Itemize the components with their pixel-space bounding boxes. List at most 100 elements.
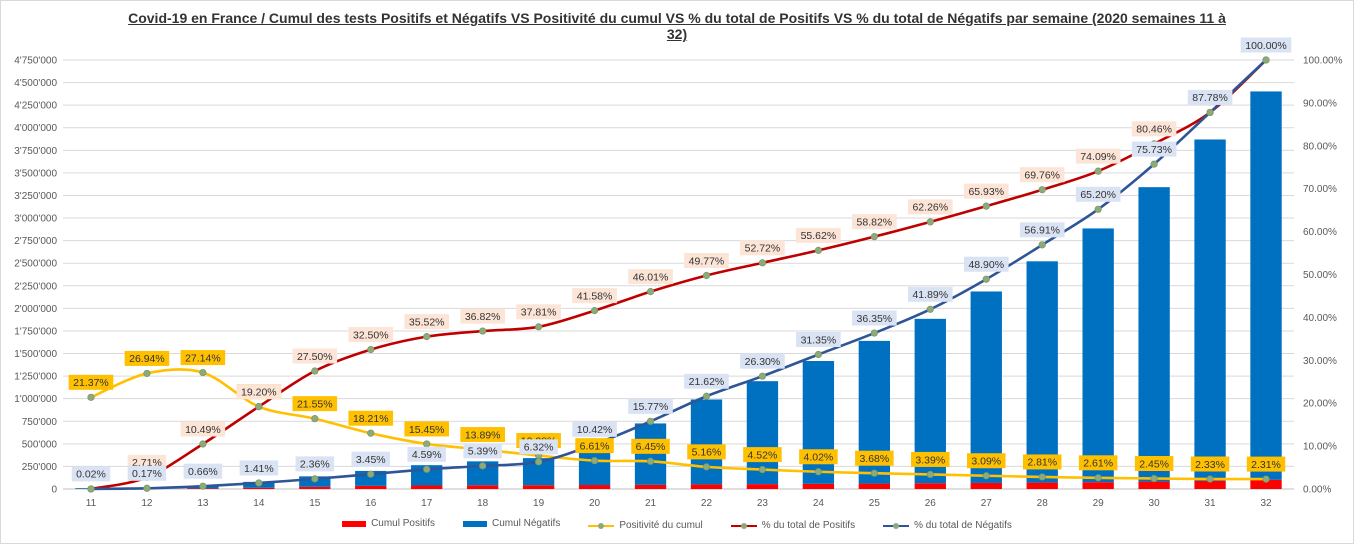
- data-label: 65.20%: [1080, 189, 1116, 201]
- data-label-box: [183, 463, 223, 479]
- data-label-group: 56.91%: [1019, 222, 1065, 238]
- data-label: 3.39%: [915, 454, 945, 466]
- legend-swatch: [342, 520, 367, 527]
- data-label-group: 6.32%: [519, 439, 558, 455]
- y-left-tick-label: 4'750'000: [14, 56, 57, 67]
- data-label-box: [1019, 222, 1065, 238]
- y-right-tick-label: 20.00%: [1303, 399, 1337, 410]
- legend-swatch: [588, 522, 615, 529]
- data-point: [367, 470, 375, 478]
- data-label-box: [963, 183, 1009, 199]
- data-label: 52.72%: [745, 243, 781, 255]
- data-label-group: 65.20%: [1075, 186, 1121, 202]
- data-label-group: 74.09%: [1075, 148, 1121, 164]
- data-label-box: [743, 447, 782, 463]
- data-label-group: 41.89%: [907, 286, 953, 302]
- data-label-box: [404, 421, 450, 437]
- data-point: [199, 368, 207, 377]
- data-label: 13.89%: [465, 429, 501, 441]
- data-label-group: 15.77%: [628, 398, 673, 414]
- data-label-group: 35.52%: [404, 314, 450, 330]
- bar: [355, 485, 387, 489]
- data-point: [1094, 167, 1102, 175]
- bar: [522, 485, 555, 489]
- legend-label: Cumul Positifs: [371, 518, 435, 529]
- data-label: 37.81%: [521, 307, 557, 319]
- data-point: [535, 323, 543, 331]
- data-label-group: 65.93%: [963, 183, 1009, 199]
- data-point: [1094, 205, 1102, 213]
- data-point: [311, 475, 319, 483]
- x-tick-label: 28: [1037, 498, 1049, 509]
- data-label: 46.01%: [633, 271, 669, 283]
- data-label: 3.09%: [971, 456, 1001, 468]
- data-label-box: [180, 350, 226, 366]
- data-label-box: [404, 314, 450, 330]
- data-label: 0.02%: [76, 469, 106, 481]
- data-point: [1038, 241, 1046, 249]
- y-left-tick-label: 2'500'000: [14, 259, 57, 270]
- data-label-box: [460, 427, 505, 443]
- data-point: [590, 457, 599, 465]
- data-label-group: 1.41%: [239, 460, 279, 476]
- data-label-box: [348, 327, 394, 343]
- data-label: 4.02%: [803, 452, 833, 464]
- data-point: [1094, 474, 1102, 482]
- data-label-box: [1075, 148, 1121, 164]
- data-label-group: 3.45%: [351, 451, 390, 467]
- legend-item: % du total de Négatifs: [883, 520, 1012, 531]
- data-label-group: 18.21%: [348, 410, 394, 426]
- data-point: [87, 485, 95, 493]
- data-label: 6.32%: [524, 442, 554, 454]
- data-label-box: [68, 374, 114, 390]
- legend-swatch: [462, 520, 487, 527]
- bar: [802, 483, 835, 489]
- y-right-tick-label: 40.00%: [1303, 313, 1337, 324]
- data-point: [646, 288, 655, 296]
- legend-item: Cumul Positifs: [342, 518, 435, 529]
- data-label: 6.45%: [636, 441, 666, 453]
- data-label: 100.00%: [1245, 40, 1286, 52]
- data-label-box: [460, 308, 505, 324]
- series-line: [90, 59, 1267, 491]
- data-point: [423, 333, 431, 341]
- legend-label: Cumul Négatifs: [491, 518, 561, 529]
- data-label: 62.26%: [912, 202, 948, 214]
- y-left-tick-label: 1'250'000: [14, 372, 57, 383]
- x-tick-label: 13: [197, 498, 209, 509]
- data-point: [1038, 186, 1046, 194]
- data-label-group: 87.78%: [1187, 89, 1233, 105]
- data-label-group: 0.17%: [127, 465, 167, 481]
- data-label-group: 32.50%: [348, 327, 394, 343]
- y-left-tick-label: 2'000'000: [14, 304, 57, 315]
- x-tick-label: 19: [533, 498, 545, 509]
- data-point: [1262, 475, 1270, 483]
- data-label: 1.41%: [244, 463, 274, 475]
- data-label: 21.55%: [297, 398, 333, 410]
- data-label-box: [1240, 37, 1292, 53]
- x-tick-label: 17: [421, 498, 433, 509]
- data-point: [814, 350, 822, 359]
- legend-item: Cumul Négatifs: [462, 518, 561, 529]
- data-label-group: 58.82%: [852, 214, 897, 230]
- bar: [970, 482, 1002, 489]
- data-label-box: [907, 286, 953, 302]
- data-label-box: [796, 332, 841, 348]
- data-label-group: 4.02%: [799, 449, 838, 465]
- data-point: [367, 429, 375, 437]
- data-point: [199, 440, 207, 448]
- data-label-group: 6.61%: [575, 438, 614, 454]
- data-label-group: 5.16%: [687, 444, 726, 460]
- data-label-box: [1022, 454, 1062, 470]
- data-label: 48.90%: [968, 259, 1004, 271]
- data-label: 19.20%: [241, 386, 277, 398]
- data-label-box: [407, 446, 446, 462]
- y-right-tick-label: 80.00%: [1303, 141, 1337, 152]
- data-label: 4.52%: [748, 449, 778, 461]
- bar: [970, 291, 1002, 483]
- data-label-box: [852, 310, 897, 326]
- data-label-group: 27.14%: [180, 350, 226, 366]
- legend-marker: [598, 522, 605, 529]
